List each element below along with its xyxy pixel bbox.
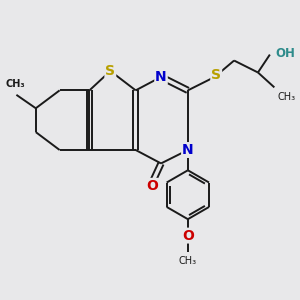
- Text: O: O: [146, 179, 158, 193]
- Text: CH₃: CH₃: [5, 79, 25, 89]
- Text: N: N: [155, 70, 167, 84]
- Text: S: S: [105, 64, 115, 78]
- Text: S: S: [211, 68, 221, 83]
- Text: N: N: [182, 143, 194, 157]
- Text: OH: OH: [276, 46, 296, 60]
- Text: CH₃: CH₃: [277, 92, 296, 102]
- Text: CH₃: CH₃: [179, 256, 197, 266]
- Text: O: O: [182, 229, 194, 243]
